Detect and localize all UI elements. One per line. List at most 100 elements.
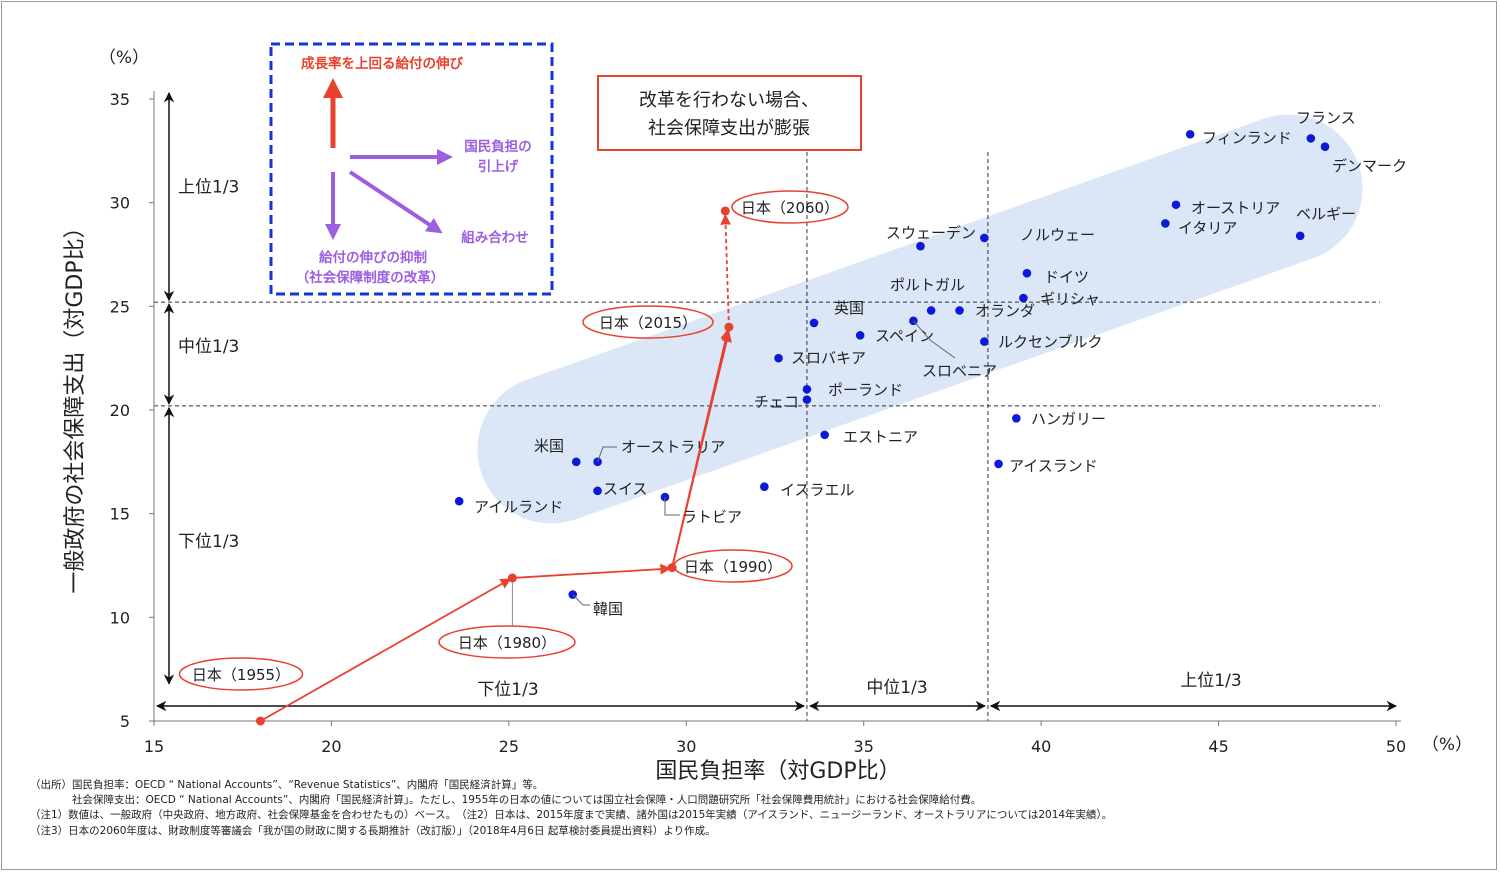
y-axis-unit: （%） — [99, 48, 149, 68]
country-label: ラトビア — [682, 508, 742, 526]
country-label: スペイン — [875, 327, 934, 345]
y-band-label: 上位1/3 — [178, 177, 239, 197]
country-point — [980, 337, 989, 346]
japan-point — [255, 716, 265, 726]
country-point — [809, 318, 819, 328]
legend-box: 成長率を上回る給付の伸び 国民負担の 引上げ 組み合わせ 給付の伸びの抑制 （社… — [269, 42, 554, 296]
country-label: ルクセンブルク — [998, 333, 1103, 351]
y-tick-label: 35 — [110, 90, 130, 109]
country-label: エストニア — [843, 428, 918, 446]
legend-diag-label: 組み合わせ — [461, 229, 529, 246]
legend-diag-arrow — [348, 170, 443, 234]
japan-label-ellipse — [582, 305, 714, 339]
country-point — [760, 482, 769, 492]
x-tick-label: 30 — [676, 737, 696, 756]
x-band-label: 上位1/3 — [1180, 671, 1241, 691]
country-point — [1185, 129, 1195, 139]
country-point — [1019, 293, 1028, 303]
x-tick-label: 25 — [499, 737, 519, 756]
country-label: イスラエル — [780, 481, 855, 499]
x-band-label: 中位1/3 — [866, 678, 927, 698]
y-band-label: 下位1/3 — [178, 532, 239, 552]
country-point — [1295, 231, 1305, 241]
note-line-1: （出所）国民負担率：OECD “ National Accounts”、“Rev… — [30, 779, 544, 791]
country-point — [926, 306, 936, 315]
country-label: スイス — [603, 480, 648, 498]
japan-trajectory-segment — [512, 563, 672, 579]
country-label: スロベニア — [922, 362, 997, 380]
japan-label-ellipse — [731, 190, 849, 224]
country-label: オランダ — [975, 302, 1035, 320]
country-point — [571, 457, 581, 467]
y-axis-title: 一般政府の社会保障支出（対GDP比） — [63, 216, 88, 593]
legend-right-label-2: 引上げ — [478, 159, 519, 175]
japan-projection-segment — [720, 213, 732, 328]
y-tick-label: 10 — [110, 608, 130, 627]
country-label: 米国 — [534, 437, 564, 455]
leader-line — [664, 497, 680, 516]
country-point — [855, 331, 865, 340]
country-label: アイルランド — [474, 498, 563, 516]
country-label: 英国 — [834, 299, 864, 317]
country-point — [1320, 142, 1330, 151]
x-band-label: 下位1/3 — [477, 680, 538, 700]
y-tick-label: 20 — [110, 401, 130, 420]
country-label: ドイツ — [1044, 268, 1089, 286]
japan-label: 日本（1955） — [192, 666, 290, 684]
leader-line — [597, 446, 617, 463]
country-point — [980, 233, 989, 243]
x-tick-label: 15 — [144, 737, 164, 756]
japan-label-ellipse — [178, 657, 304, 691]
country-point — [454, 496, 464, 506]
country-label: ノルウェー — [1020, 226, 1095, 244]
note-line-3: （注1）数値は、一般政府（中央政府、地方政府、社会保障基金を合わせたもの）ベース… — [30, 809, 1113, 822]
country-point — [1012, 413, 1021, 423]
japan-label-ellipse — [438, 625, 576, 659]
country-point — [802, 395, 812, 404]
source-notes: （出所）国民負担率：OECD “ National Accounts”、“Rev… — [30, 778, 1112, 839]
distribution-band — [477, 114, 1363, 524]
country-point — [774, 353, 783, 363]
x-tick-label: 50 — [1386, 737, 1406, 756]
legend-up-label: 成長率を上回る給付の伸び — [301, 55, 463, 72]
japan-trajectory-segment — [671, 331, 732, 568]
japan-label: 日本（2060） — [741, 199, 839, 217]
country-label: アイスランド — [1009, 457, 1098, 475]
leader-line — [913, 320, 956, 359]
country-point — [802, 384, 812, 394]
country-label: ポルトガル — [890, 276, 965, 294]
y-tick-label: 15 — [110, 505, 130, 524]
y-tick-label: 5 — [120, 712, 130, 731]
japan-point — [720, 206, 730, 216]
japan-label-ellipse — [673, 549, 793, 583]
country-label: 韓国 — [593, 600, 623, 618]
legend-down-label-2: （社会保障制度の改革） — [296, 269, 445, 286]
country-label: スロバキア — [791, 349, 866, 367]
country-label: フランス — [1296, 109, 1356, 127]
y-tick-label: 25 — [110, 297, 130, 316]
x-tick-label: 20 — [321, 737, 341, 756]
legend-down-label-1: 給付の伸びの抑制 — [319, 249, 427, 266]
japan-point — [507, 573, 517, 583]
country-point — [1022, 268, 1032, 278]
country-label: オーストリア — [1191, 199, 1280, 217]
country-point — [994, 459, 1003, 469]
y-tick-label: 30 — [110, 194, 130, 213]
callout-line-2: 社会保障支出が膨張 — [648, 118, 810, 139]
country-label: ハンガリー — [1031, 410, 1106, 428]
country-label: チェコ — [754, 393, 799, 411]
callout-box: 改革を行わない場合、 社会保障支出が膨張 — [597, 75, 862, 151]
country-point — [1171, 200, 1181, 210]
country-label: ポーランド — [828, 381, 903, 399]
country-point — [1161, 219, 1170, 228]
country-label: フィンランド — [1202, 129, 1292, 147]
japan-label: 日本（2015） — [599, 314, 697, 332]
y-band-label: 中位1/3 — [178, 337, 239, 357]
country-point — [593, 457, 602, 467]
country-point — [820, 430, 829, 440]
japan-trajectory-segment — [260, 578, 512, 722]
note-line-2: 社会保障支出：OECD “ National Accounts”、内閣府「国民経… — [30, 794, 982, 807]
x-tick-label: 35 — [854, 737, 874, 756]
